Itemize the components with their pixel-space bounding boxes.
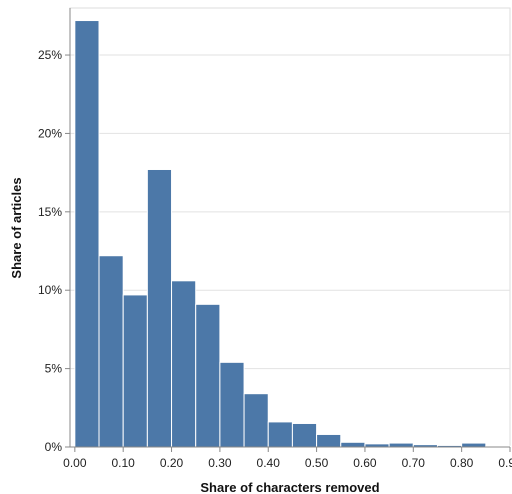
x-axis-title: Share of characters removed [200,480,379,494]
x-tick-label: 0.50 [305,456,329,470]
histogram-bar [122,294,148,448]
histogram-bar [146,168,173,448]
x-tick-label: 0.90 [498,456,512,470]
histogram-bar [74,20,100,448]
x-tick-label: 0.60 [353,456,377,470]
y-tick-label: 25% [38,48,62,62]
histogram-bar [291,422,318,448]
histogram-bar [388,442,414,448]
histogram-bar [195,303,221,448]
histogram-bar [340,441,366,448]
histogram-bar [243,393,269,448]
histogram-bar [98,255,124,448]
x-tick-label: 0.30 [208,456,232,470]
y-tick-label: 20% [38,126,62,140]
x-tick-label: 0.00 [63,456,87,470]
x-tick-label: 0.40 [257,456,281,470]
y-tick-label: 5% [45,362,63,376]
histogram-bar [219,361,245,448]
histogram-bar [171,280,197,448]
histogram-bar [267,421,293,448]
histogram-bar [316,433,342,448]
bars [74,20,511,448]
x-tick-label: 0.10 [112,456,136,470]
x-tick-label: 0.70 [402,456,426,470]
x-tick-label: 0.80 [450,456,474,470]
y-tick-label: 10% [38,283,62,297]
y-tick-label: 15% [38,205,62,219]
histogram-bar [461,442,487,448]
y-tick-label: 0% [45,440,63,454]
axes: 0% 5% 10% 15% 20% 25% 0.00 0.10 0.20 0.30 0.40 0.50… [38,8,512,470]
x-tick-label: 0.20 [160,456,184,470]
y-axis-title: Share of articles [9,177,24,278]
